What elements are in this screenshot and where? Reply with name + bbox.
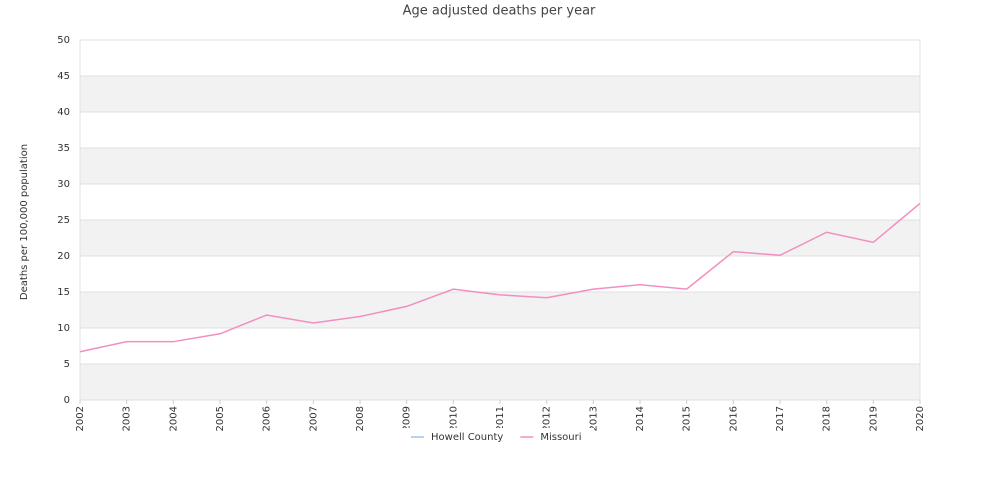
y-tick-label: 25 (57, 215, 70, 226)
y-tick-label: 10 (57, 323, 70, 334)
x-tick-label: 2017 (775, 406, 786, 431)
y-tick-label: 20 (57, 251, 70, 262)
y-tick-label: 50 (57, 35, 70, 46)
x-tick-label: 2016 (728, 406, 739, 431)
chart-title: Age adjusted deaths per year (403, 4, 596, 19)
y-tick-label: 5 (64, 359, 70, 370)
x-tick-label: 2003 (122, 406, 133, 431)
y-tick-label: 45 (57, 71, 70, 82)
x-tick-label: 2010 (448, 406, 459, 431)
legend-background (398, 428, 594, 446)
x-tick-label: 2006 (262, 406, 273, 431)
x-tick-label: 2011 (495, 406, 506, 431)
x-tick-label: 2007 (308, 406, 319, 431)
y-tick-label: 40 (57, 107, 70, 118)
x-tick-label: 2012 (542, 406, 553, 431)
legend: Howell County Missouri (398, 428, 594, 446)
y-tick-label: 35 (57, 143, 70, 154)
y-axis-label: Deaths per 100,000 population (19, 144, 30, 300)
x-tick-label: 2015 (682, 406, 693, 431)
x-tick-label: 2004 (168, 406, 179, 431)
x-tick-label: 2014 (635, 406, 646, 431)
legend-label: Howell County (431, 432, 503, 443)
line-series (79, 202, 921, 353)
grid-band (80, 76, 920, 112)
grid-band (80, 364, 920, 400)
y-tick-label: 30 (57, 179, 70, 190)
x-tick-label: 2009 (402, 406, 413, 431)
x-tick-label: 2019 (868, 406, 879, 431)
y-tick-label: 15 (57, 287, 70, 298)
legend-label: Missouri (540, 432, 581, 443)
x-tick-label: 2005 (215, 406, 226, 431)
x-tick-label: 2018 (822, 406, 833, 431)
x-tick-label: 2013 (588, 406, 599, 431)
x-tick-label: 2020 (915, 406, 926, 431)
y-tick-label: 0 (64, 395, 70, 406)
x-tick-label: 2008 (355, 406, 366, 431)
x-tick-label: 2002 (75, 406, 86, 431)
grid-band (80, 148, 920, 184)
grid-band (80, 292, 920, 328)
grid-band (80, 220, 920, 256)
